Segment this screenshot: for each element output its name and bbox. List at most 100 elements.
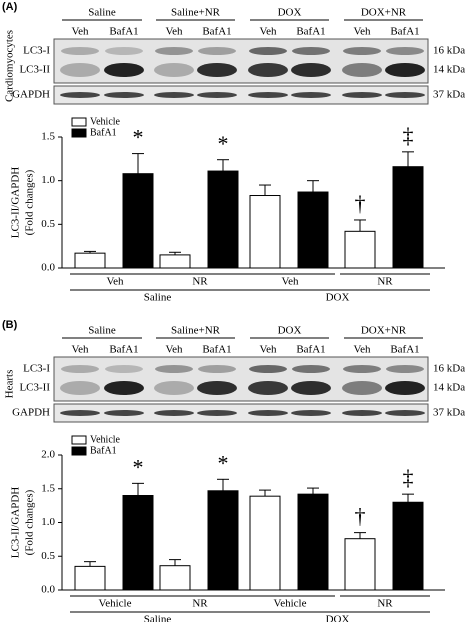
x-tick-label: NR — [192, 276, 208, 288]
y-tick-label: 1.5 — [41, 482, 55, 494]
legend-label: BafA1 — [90, 127, 117, 138]
band — [198, 47, 236, 55]
lane-label: BafA1 — [202, 26, 231, 38]
band — [249, 365, 287, 373]
side-label: Hearts — [4, 370, 16, 399]
band — [248, 92, 288, 98]
band — [385, 92, 425, 98]
lane-label: Veh — [259, 26, 277, 38]
y-tick-label: 0.0 — [41, 262, 55, 274]
lane-label: Veh — [353, 344, 371, 356]
bar — [297, 191, 329, 269]
bar — [297, 493, 329, 591]
bar — [122, 173, 154, 269]
band — [248, 63, 288, 77]
band — [292, 365, 330, 373]
x-tick-label: Vehicle — [274, 598, 307, 610]
bar — [207, 490, 239, 591]
band — [342, 92, 382, 98]
bar — [74, 565, 106, 591]
panel-label: (B) — [2, 319, 18, 331]
size-label: 37 kDa — [433, 89, 465, 101]
group-label: Saline — [144, 292, 172, 304]
annotation: ‡ — [403, 465, 414, 490]
band — [154, 92, 194, 98]
group-label: DOX — [326, 614, 350, 622]
band — [61, 365, 99, 373]
x-tick-label: NR — [377, 598, 393, 610]
lane-label: BafA1 — [296, 344, 325, 356]
band — [60, 381, 100, 395]
band — [104, 63, 144, 77]
bar — [207, 170, 239, 269]
band — [249, 47, 287, 55]
y-tick-label: 0.5 — [41, 550, 55, 562]
annotation: * — [133, 125, 144, 150]
x-tick-label: NR — [192, 598, 208, 610]
lane-label: Veh — [165, 26, 183, 38]
band — [105, 47, 143, 55]
lane-label: Veh — [353, 26, 371, 38]
band — [385, 410, 425, 416]
y-axis-label: LC3-II/GAPDH — [10, 487, 22, 559]
legend-label: Vehicle — [90, 434, 121, 445]
annotation: † — [355, 504, 366, 529]
legend-label: BafA1 — [90, 445, 117, 456]
lane-label: BafA1 — [390, 26, 419, 38]
bar — [344, 230, 376, 269]
blot — [53, 403, 429, 423]
lane-label: BafA1 — [109, 26, 138, 38]
group-label: Saline+NR — [171, 7, 221, 19]
bar — [249, 495, 281, 591]
x-tick-label: NR — [377, 276, 393, 288]
group-label: DOX+NR — [361, 7, 407, 19]
y-tick-label: 1.0 — [41, 174, 55, 186]
legend-swatch — [71, 128, 87, 138]
band — [342, 381, 382, 395]
band — [343, 365, 381, 373]
band — [60, 92, 100, 98]
band — [60, 410, 100, 416]
band-label: LC3-I — [23, 363, 50, 375]
band — [385, 63, 425, 77]
legend-swatch — [71, 117, 87, 127]
annotation: † — [355, 191, 366, 216]
band-label: GAPDH — [12, 89, 50, 101]
group-label: DOX+NR — [361, 325, 407, 337]
y-tick-label: 1.0 — [41, 516, 55, 528]
band — [291, 410, 331, 416]
y-tick-label: 2.0 — [41, 449, 55, 461]
bar — [392, 166, 424, 269]
band-label: LC3-II — [19, 64, 50, 76]
band — [61, 47, 99, 55]
band — [342, 410, 382, 416]
band — [197, 410, 237, 416]
band — [155, 47, 193, 55]
legend-swatch — [71, 446, 87, 456]
band — [198, 365, 236, 373]
lane-label: Veh — [71, 26, 89, 38]
band — [342, 63, 382, 77]
band — [154, 381, 194, 395]
band-label: LC3-II — [19, 382, 50, 394]
annotation: ‡ — [403, 123, 414, 148]
group-label: DOX — [326, 292, 350, 304]
group-label: DOX — [278, 7, 302, 19]
band — [104, 381, 144, 395]
lane-label: BafA1 — [296, 26, 325, 38]
lane-label: BafA1 — [109, 344, 138, 356]
group-label: Saline — [88, 7, 116, 19]
band — [248, 410, 288, 416]
legend-label: Vehicle — [90, 116, 121, 127]
group-label: Saline+NR — [171, 325, 221, 337]
x-tick-label: Veh — [106, 276, 124, 288]
band — [104, 92, 144, 98]
bar — [392, 501, 424, 591]
blot — [53, 85, 429, 105]
x-tick-label: Vehicle — [99, 598, 132, 610]
band — [154, 410, 194, 416]
bar — [159, 254, 191, 269]
size-label: 14 kDa — [433, 382, 465, 394]
y-tick-label: 1.5 — [41, 131, 55, 143]
blot — [53, 356, 429, 402]
